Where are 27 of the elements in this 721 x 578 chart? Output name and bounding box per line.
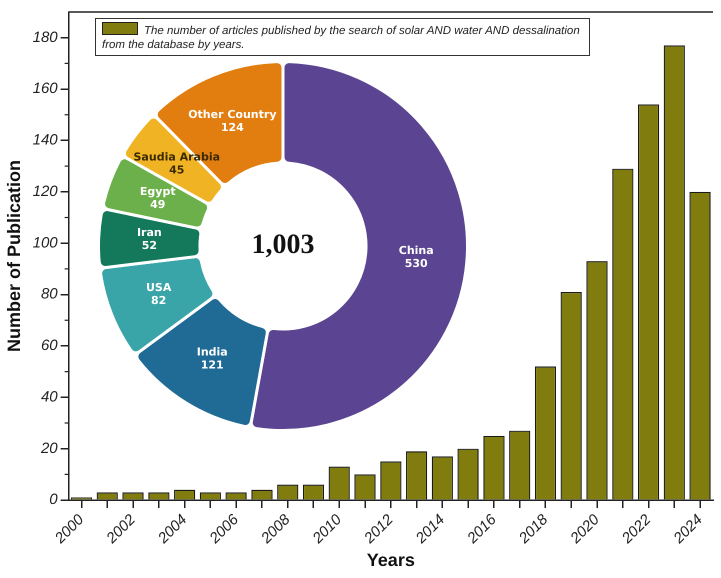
y-tick-label: 80 <box>40 286 58 303</box>
slice-label: Egypt <box>140 184 176 198</box>
x-axis-title: Years <box>366 550 415 570</box>
y-tick-label: 160 <box>32 80 58 98</box>
y-tick-label: 140 <box>32 132 58 149</box>
y-tick-label: 60 <box>40 337 58 354</box>
slice-label: China <box>398 244 434 257</box>
annotation: 1,003 <box>252 229 314 260</box>
data-label: 52 <box>142 239 158 252</box>
y-tick-label: 180 <box>32 28 58 46</box>
slice-label: USA <box>146 281 172 294</box>
y-axis-title: Number of Publication <box>4 160 24 352</box>
y-tick-label: 0 <box>49 491 58 508</box>
slice-label: Iran <box>136 226 162 240</box>
data-label: 49 <box>150 198 166 211</box>
slice-label: India <box>196 345 228 358</box>
data-label: 82 <box>150 294 166 308</box>
slice-label: Other Country <box>188 108 276 122</box>
data-label: 45 <box>169 164 184 177</box>
data-label: 121 <box>200 358 224 372</box>
y-tick-label: 40 <box>40 388 58 406</box>
data-label: 124 <box>220 121 244 134</box>
y-tick-label: 20 <box>40 440 58 457</box>
y-tick-label: 100 <box>32 234 58 252</box>
y-tick-label: 120 <box>32 182 58 200</box>
legend-label: The number of articles published by the search of solar AND water AND dessalination from the database by years. <box>102 25 580 51</box>
data-label: 530 <box>404 256 428 270</box>
